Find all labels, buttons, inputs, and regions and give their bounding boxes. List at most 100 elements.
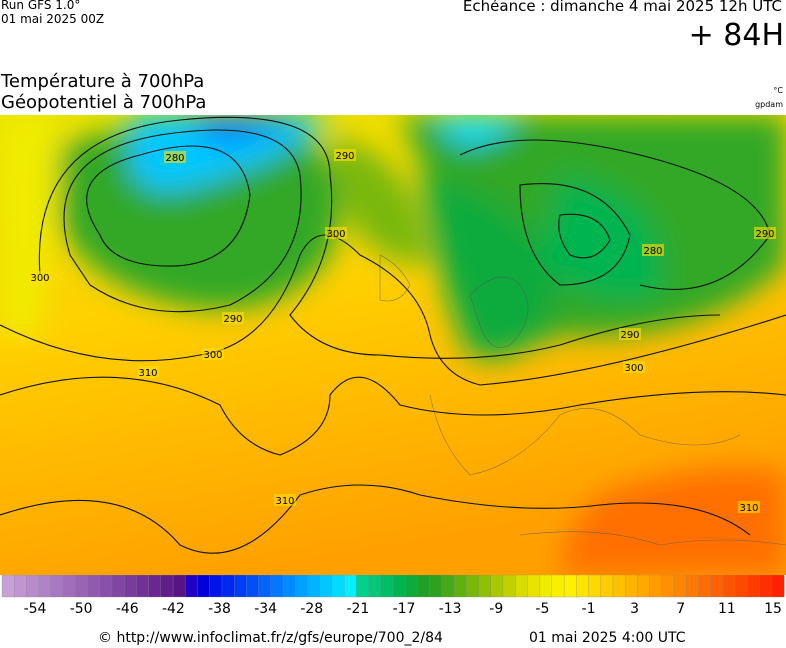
color-swatch <box>209 575 223 598</box>
color-swatch <box>221 575 235 598</box>
contour-label: 310 <box>138 368 157 379</box>
scale-label: -9 <box>489 601 503 617</box>
color-swatch <box>99 575 113 598</box>
color-swatch <box>661 575 675 598</box>
color-swatch <box>466 575 479 598</box>
color-swatch <box>405 575 418 598</box>
contour-label-bg <box>164 151 186 163</box>
contour-label-bg <box>202 348 224 360</box>
color-swatch <box>771 575 785 598</box>
color-swatch <box>417 575 431 598</box>
color-swatch <box>539 575 553 598</box>
color-swatch <box>563 575 577 598</box>
color-swatch <box>734 575 748 598</box>
color-swatch <box>38 575 52 598</box>
contour-label: 300 <box>203 350 222 361</box>
color-swatch <box>551 575 565 598</box>
scale-label: -5 <box>535 601 549 617</box>
contours <box>0 116 786 554</box>
color-swatch <box>1 575 15 598</box>
scale-label: -28 <box>300 601 323 617</box>
scale-label: 3 <box>630 601 639 617</box>
color-swatch <box>26 575 40 598</box>
scale-label: -1 <box>582 601 596 617</box>
color-swatch <box>160 575 174 598</box>
scale-label: -17 <box>393 601 416 617</box>
contour-label-bg <box>619 328 641 340</box>
color-swatch <box>197 575 211 598</box>
scale-label: 15 <box>764 601 782 617</box>
color-swatch <box>148 575 162 598</box>
color-swatch <box>185 575 198 598</box>
contour-label: 300 <box>326 229 345 240</box>
unit-geo: gpdam <box>755 100 783 109</box>
color-swatch <box>124 575 137 598</box>
color-swatch <box>87 575 101 598</box>
contour-label: 280 <box>165 153 184 164</box>
map: 280 290 300 310 300 290 310 280 290 300 310 290 300 <box>0 115 786 575</box>
contour-label: 280 <box>643 246 662 257</box>
coastlines <box>379 254 786 546</box>
color-swatch <box>637 575 651 598</box>
contour-label-bg <box>738 501 760 513</box>
scale-label: 7 <box>676 601 685 617</box>
color-swatch <box>710 575 724 598</box>
scale-label: -54 <box>24 601 47 617</box>
contour-label-bg <box>222 312 244 324</box>
contour-label: 290 <box>755 229 774 240</box>
color-swatch <box>649 575 663 598</box>
color-swatch <box>527 575 541 598</box>
color-swatch <box>75 575 88 598</box>
scale-label: -50 <box>70 601 93 617</box>
echeance: Echéance : dimanche 4 mai 2025 12h UTC <box>462 0 782 15</box>
color-swatch <box>478 575 492 598</box>
color-swatch <box>282 575 296 598</box>
contour-label: 290 <box>335 151 354 162</box>
color-swatch <box>588 575 602 598</box>
color-swatch <box>50 575 64 598</box>
color-swatch <box>600 575 614 598</box>
color-swatch <box>576 575 589 598</box>
contour-label-bg <box>325 227 347 239</box>
color-swatch <box>136 575 150 598</box>
color-swatch <box>515 575 528 598</box>
color-scale: -54 -50 -46 -42 -38 -34 -28 -21 -17 -13 -9 -5 -1 3 7 11… <box>1 575 785 617</box>
source-url: © http://www.infoclimat.fr/z/gfs/europe/… <box>98 630 443 646</box>
color-swatch <box>319 575 333 598</box>
contour-label: 310 <box>739 503 758 514</box>
scale-label: 11 <box>718 601 736 617</box>
color-swatch <box>747 575 761 598</box>
contour-label-bg <box>623 361 645 373</box>
contour-label: 300 <box>624 363 643 374</box>
unit-temp: °C <box>773 86 783 95</box>
color-swatch <box>295 575 308 598</box>
color-swatch <box>392 575 406 598</box>
scale-label: -46 <box>116 601 139 617</box>
contour-label: 290 <box>620 330 639 341</box>
color-swatch <box>172 575 186 598</box>
color-swatch <box>307 575 321 598</box>
contour-label-bg <box>754 227 776 239</box>
title-geo: Géopotentiel à 700hPa <box>1 92 207 113</box>
title-temp: Température à 700hPa <box>1 71 205 92</box>
contour-label: 290 <box>223 314 242 325</box>
scale-label: -42 <box>162 601 185 617</box>
color-swatch <box>234 575 247 598</box>
color-swatch <box>453 575 467 598</box>
color-swatch <box>625 575 638 598</box>
run: Run GFS 1.0° <box>1 0 81 12</box>
color-swatch <box>759 575 773 598</box>
color-swatch <box>258 575 272 598</box>
color-swatch <box>429 575 443 598</box>
contour-label: 300 <box>30 273 49 284</box>
color-swatch <box>246 575 260 598</box>
color-swatch <box>62 575 76 598</box>
contour-label-bg <box>334 149 356 161</box>
color-swatch <box>356 575 370 598</box>
color-swatch <box>343 575 357 598</box>
scale-label: -21 <box>346 601 369 617</box>
contour-label-bg <box>137 366 159 378</box>
color-swatch <box>612 575 626 598</box>
color-swatch <box>331 575 345 598</box>
